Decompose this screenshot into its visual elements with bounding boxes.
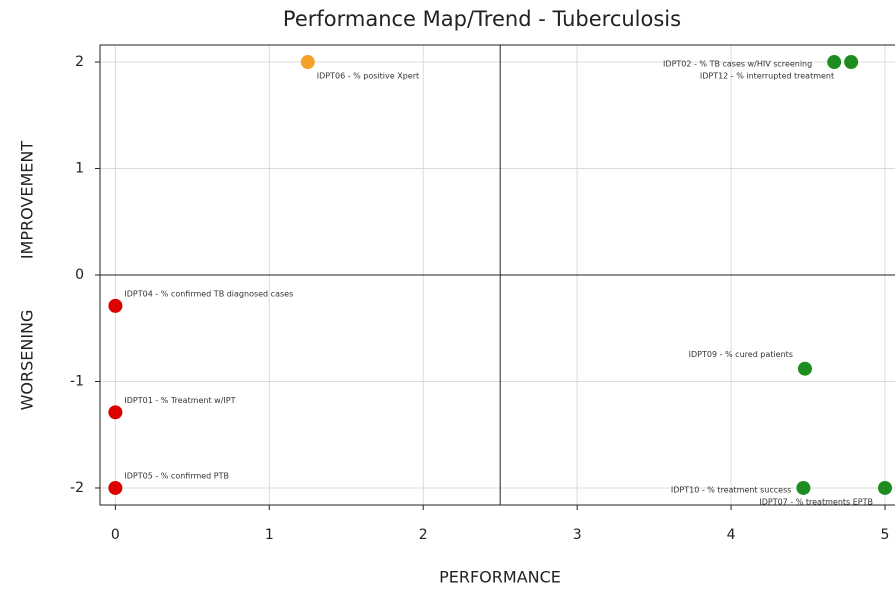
point [108,405,123,420]
point [300,55,315,70]
point-label: IDPT10 - % treatment success [671,485,792,494]
point-label: IDPT01 - % Treatment w/IPT [124,396,235,405]
plot-area: IDPT06 - % positive Xpert IDPT02 - % TB c… [100,45,895,506]
point-label: IDPT05 - % confirmed PTB [124,471,229,480]
chart-title: Performance Map/Trend - Tuberculosis [283,7,681,31]
point-label: IDPT02 - % TB cases w/HIV screening [663,60,812,69]
point [797,361,812,376]
y-axis-label: WORSENING [18,310,37,411]
y-tick-label: 1 [75,161,84,177]
x-tick-label: 3 [573,527,582,543]
point [796,480,811,495]
point-label: IDPT04 - % confirmed TB diagnosed cases [124,289,293,298]
point-label: IDPT09 - % cured patients [689,350,793,359]
x-tick-label: 0 [111,527,120,543]
point-label: IDPT12 - % interrupted treatment [700,72,834,81]
y-tick-label: -1 [70,373,84,389]
point [844,55,859,70]
point [827,55,842,70]
point-label: IDPT06 - % positive Xpert [317,72,419,81]
point [108,480,123,495]
x-tick-label: 4 [727,527,736,543]
x-tick-label: 2 [419,527,428,543]
y-axis-label: IMPROVEMENT [18,141,37,260]
y-tick-label: 0 [75,267,84,283]
y-tick-label: 2 [75,54,84,70]
point-label: IDPT07 - % treatments EPTB [759,497,873,506]
point [877,480,892,495]
x-tick-label: 5 [881,527,890,543]
x-tick-label: 1 [265,527,274,543]
point [108,298,123,313]
y-tick-label: -2 [70,480,84,496]
x-axis-label: PERFORMANCE [439,568,561,587]
